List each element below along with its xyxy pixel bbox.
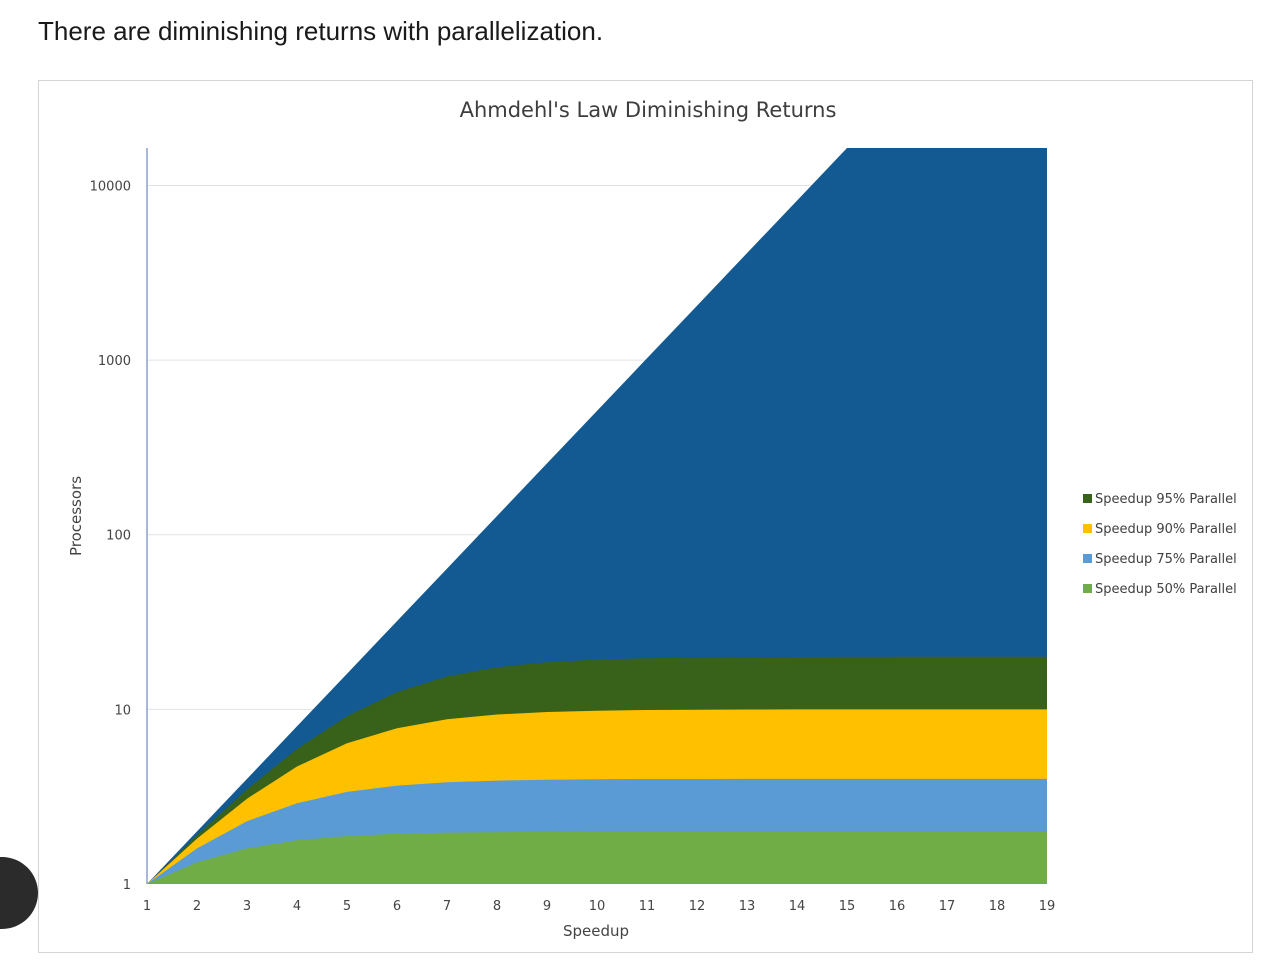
x-tick-label: 12 (689, 899, 706, 914)
x-tick-label: 4 (293, 899, 301, 914)
x-tick-label: 13 (739, 899, 756, 914)
legend-item: Speedup 95% Parallel (1083, 492, 1237, 507)
legend-item: Speedup 50% Parallel (1083, 582, 1237, 597)
x-tick-label: 5 (343, 899, 351, 914)
y-tick-label: 10000 (90, 179, 131, 194)
legend-swatch (1083, 584, 1092, 593)
x-tick-label: 9 (543, 899, 551, 914)
x-tick-label: 16 (889, 899, 906, 914)
legend-label: Speedup 90% Parallel (1095, 522, 1237, 537)
x-tick-label: 6 (393, 899, 401, 914)
legend-item: Speedup 90% Parallel (1083, 522, 1237, 537)
x-tick-label: 18 (989, 899, 1006, 914)
legend-label: Speedup 75% Parallel (1095, 552, 1237, 567)
x-tick-label: 10 (589, 899, 606, 914)
x-tick-label: 17 (939, 899, 956, 914)
chart-container: Ahmdehl's Law Diminishing Returns 1 10 100… (38, 80, 1253, 953)
legend-label: Speedup 95% Parallel (1095, 492, 1237, 507)
legend: Speedup 95% Parallel Speedup 90% Parallel… (1083, 492, 1237, 597)
x-tick-label: 14 (789, 899, 806, 914)
y-tick-label: 1 (123, 878, 131, 893)
y-tick-label: 10 (114, 703, 131, 718)
x-axis-label: Speedup (563, 922, 629, 940)
x-tick-label: 11 (639, 899, 656, 914)
x-tick-label: 2 (193, 899, 201, 914)
avatar (0, 857, 38, 929)
x-tick-label: 8 (493, 899, 501, 914)
y-tick-label: 100 (106, 529, 131, 544)
area-series-4 (147, 831, 1047, 884)
chart-title: Ahmdehl's Law Diminishing Returns (460, 98, 837, 122)
chart-svg: Ahmdehl's Law Diminishing Returns 1 10 100… (67, 98, 1237, 940)
x-tick-label: 1 (143, 899, 151, 914)
y-axis-label: Processors (67, 476, 85, 556)
x-tick-label: 15 (839, 899, 856, 914)
legend-label: Speedup 50% Parallel (1095, 582, 1237, 597)
plot-areas (147, 148, 1047, 884)
x-tick-label: 7 (443, 899, 451, 914)
legend-swatch (1083, 494, 1092, 503)
y-tick-label: 1000 (98, 354, 131, 369)
x-tick-label: 3 (243, 899, 251, 914)
legend-swatch (1083, 554, 1092, 563)
x-tick-label: 19 (1039, 899, 1056, 914)
legend-swatch (1083, 524, 1092, 533)
legend-item: Speedup 75% Parallel (1083, 552, 1237, 567)
page-heading: There are diminishing returns with paral… (38, 16, 604, 46)
